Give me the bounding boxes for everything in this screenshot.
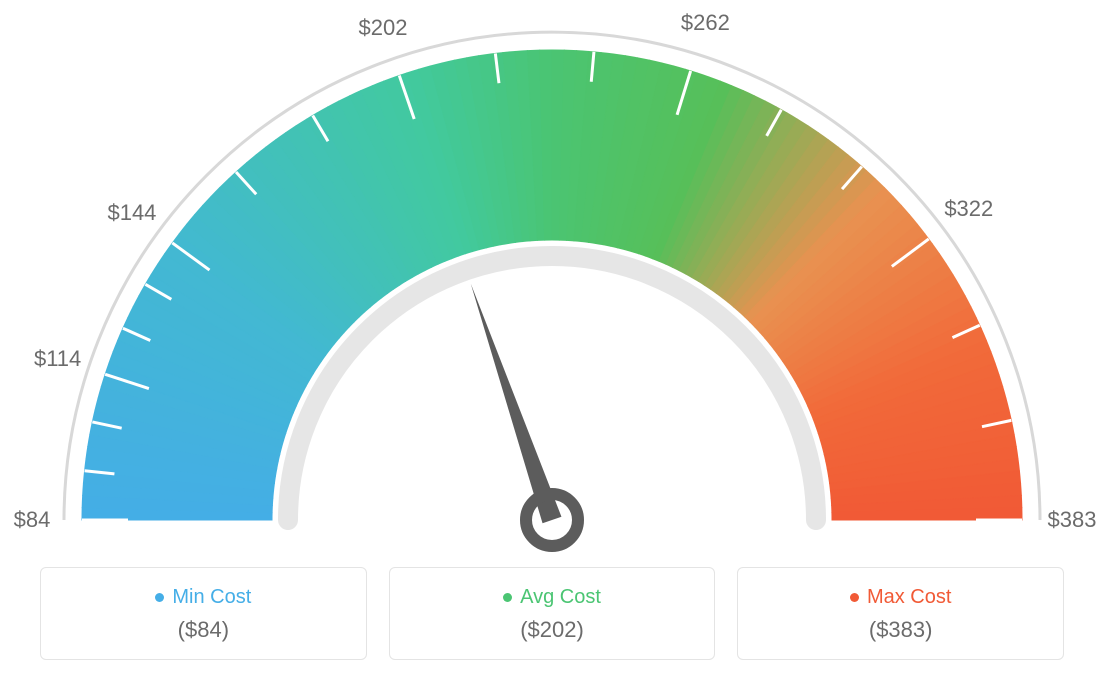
legend-title-max: Max Cost — [850, 586, 951, 609]
gauge-tick-label: $202 — [359, 15, 408, 41]
gauge-tick-label: $383 — [1048, 507, 1097, 533]
gauge-tick-label: $84 — [14, 507, 51, 533]
legend-title-min: Min Cost — [155, 586, 251, 609]
legend-title-avg: Avg Cost — [503, 586, 601, 609]
dot-icon — [850, 593, 859, 602]
gauge-tick-label: $114 — [34, 346, 81, 372]
dot-icon — [155, 593, 164, 602]
legend-value: ($84) — [51, 617, 356, 643]
legend-card-min: Min Cost ($84) — [40, 567, 367, 660]
legend-card-max: Max Cost ($383) — [737, 567, 1064, 660]
legend-value: ($383) — [748, 617, 1053, 643]
cost-gauge: $84 $114 $144 $202 $262 $322 $383 — [0, 0, 1104, 560]
gauge-svg — [0, 0, 1104, 560]
legend-label: Min Cost — [172, 586, 251, 609]
legend-label: Max Cost — [867, 586, 951, 609]
legend-row: Min Cost ($84) Avg Cost ($202) Max Cost … — [40, 567, 1064, 660]
dot-icon — [503, 593, 512, 602]
legend-value: ($202) — [400, 617, 705, 643]
gauge-tick-label: $262 — [681, 10, 730, 36]
legend-card-avg: Avg Cost ($202) — [389, 567, 716, 660]
legend-label: Avg Cost — [520, 586, 601, 609]
gauge-tick-label: $144 — [107, 200, 156, 226]
gauge-tick-label: $322 — [944, 196, 993, 222]
